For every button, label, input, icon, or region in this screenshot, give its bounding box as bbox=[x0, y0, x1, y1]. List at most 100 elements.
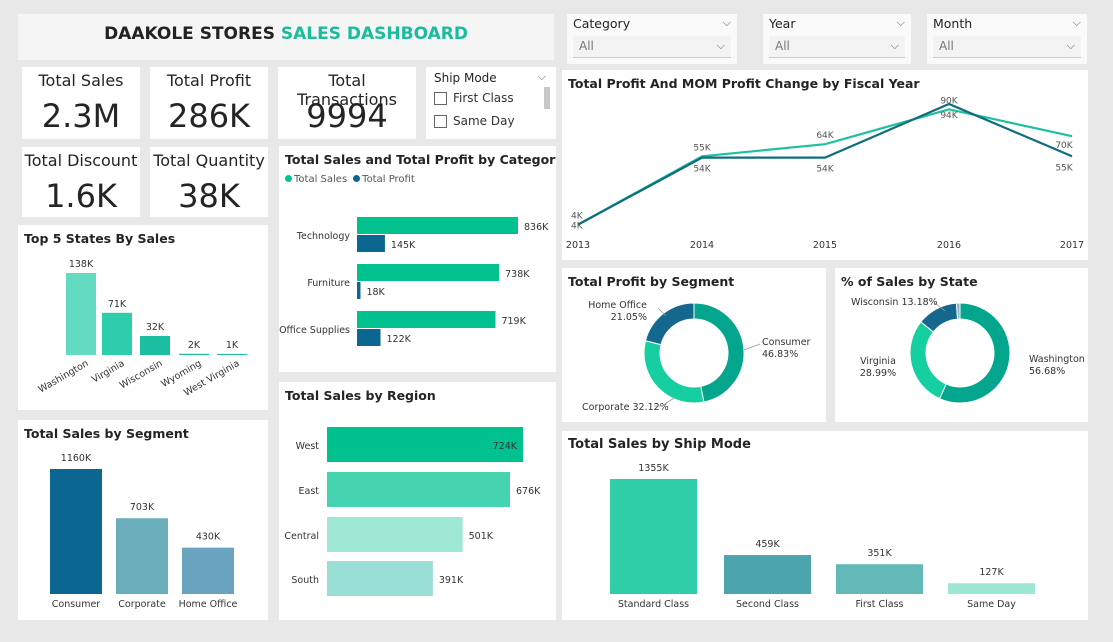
chevron-down-icon[interactable]: ⌵ bbox=[1072, 16, 1081, 29]
slice bbox=[938, 302, 1011, 404]
mom-chart: 4K 55K 64K 90K 70K 4K 54K 54K 94K 55K 2013 2014 2015… bbox=[566, 96, 1084, 251]
filter-category-dropdown[interactable]: All ⌵ bbox=[573, 36, 731, 58]
data-label: 138K bbox=[69, 259, 94, 270]
ship-mode-option-first-class[interactable]: First Class bbox=[434, 91, 514, 105]
kpi-total-quantity: Total Quantity 38K bbox=[150, 147, 268, 217]
chevron-down-icon[interactable]: ⌵ bbox=[896, 16, 905, 29]
ship-mode-slicer[interactable]: Ship Mode ⌵ First Class Same Day bbox=[426, 67, 556, 139]
chevron-down-icon: ⌵ bbox=[716, 39, 725, 52]
tick-label: Corporate bbox=[118, 599, 166, 610]
category-card: Total Sales and Total Profit by Category… bbox=[279, 146, 556, 372]
chevron-down-icon: ⌵ bbox=[890, 39, 899, 52]
kpi-value: 286K bbox=[167, 97, 251, 135]
bar bbox=[357, 329, 381, 346]
bar bbox=[357, 264, 500, 281]
bar bbox=[327, 427, 523, 462]
data-label: Home Office 21.05% bbox=[588, 300, 647, 323]
bar bbox=[357, 282, 361, 299]
slicer-scrollbar[interactable] bbox=[544, 87, 550, 109]
data-label: 122K bbox=[386, 334, 411, 345]
kpi-label: Total Discount bbox=[24, 151, 138, 170]
filter-year-dropdown[interactable]: All ⌵ bbox=[769, 36, 905, 58]
legend-label: Total Sales bbox=[294, 174, 348, 185]
title-card: DAAKOLE STORES SALES DASHBOARD bbox=[18, 14, 554, 60]
chevron-down-icon[interactable]: ⌵ bbox=[537, 70, 546, 83]
tick-label: Furniture bbox=[307, 278, 350, 289]
data-label: 32K bbox=[146, 322, 165, 333]
data-label: 55K bbox=[1055, 163, 1073, 173]
tick-label: 2014 bbox=[690, 240, 714, 251]
checkbox[interactable] bbox=[434, 91, 447, 105]
bar bbox=[66, 273, 96, 355]
data-label: 90K bbox=[940, 96, 958, 106]
chart-title: Total Profit by Segment bbox=[568, 274, 735, 289]
filter-month[interactable]: Month ⌵ All ⌵ bbox=[927, 14, 1087, 64]
filter-category[interactable]: Category ⌵ All ⌵ bbox=[567, 14, 737, 64]
region-card: Total Sales by Region West 724K East 676K Ce… bbox=[279, 382, 556, 620]
title-rest: SALES DASHBOARD bbox=[280, 24, 468, 44]
tick-label: Central bbox=[284, 531, 319, 542]
data-label: 127K bbox=[979, 567, 1004, 578]
filter-year-value: All bbox=[775, 39, 790, 53]
data-label: Corporate 32.12% bbox=[582, 402, 669, 413]
kpi-label: Total Quantity bbox=[153, 151, 265, 170]
bar bbox=[327, 517, 463, 552]
slice bbox=[644, 302, 695, 346]
bar bbox=[836, 564, 923, 594]
slice bbox=[643, 340, 705, 404]
bar bbox=[50, 469, 102, 594]
bar bbox=[357, 217, 518, 234]
legend-swatch bbox=[285, 175, 292, 182]
bar bbox=[948, 583, 1035, 594]
data-label: 1K bbox=[226, 340, 239, 351]
category-chart: Technology 836K 145K Furniture 738K 18K Office… bbox=[279, 217, 549, 346]
tick-label: Standard Class bbox=[618, 599, 689, 610]
tick-label: Wisconsin bbox=[118, 358, 165, 391]
legend-item: Total Profit bbox=[353, 174, 415, 185]
data-label: 459K bbox=[755, 539, 780, 550]
chart-title: Top 5 States By Sales bbox=[24, 231, 176, 246]
data-label: Virginia 28.99% bbox=[860, 356, 896, 379]
data-label: 71K bbox=[108, 299, 127, 310]
data-label: Consumer 46.83% bbox=[762, 337, 811, 360]
option-label: Same Day bbox=[453, 114, 515, 128]
data-label: 55K bbox=[693, 143, 711, 153]
ship-mode-slicer-label: Ship Mode bbox=[434, 71, 497, 85]
bar bbox=[140, 335, 170, 355]
kpi-value: 2.3M bbox=[41, 97, 121, 135]
bar bbox=[724, 555, 811, 594]
series-line bbox=[577, 102, 1073, 226]
data-label: 836K bbox=[524, 222, 549, 233]
kpi-total-transactions: Total Transactions 9994 bbox=[278, 67, 416, 139]
slice bbox=[955, 302, 961, 320]
chart-title: Total Sales and Total Profit by Category bbox=[285, 152, 556, 167]
data-label: 676K bbox=[516, 486, 541, 497]
kpi-value: 9994 bbox=[306, 97, 388, 135]
kpi-total-profit: Total Profit 286K bbox=[150, 67, 268, 139]
chevron-down-icon[interactable]: ⌵ bbox=[722, 16, 731, 29]
profit-segment-card: Total Profit by Segment Consumer 46.83% Co… bbox=[562, 268, 826, 422]
top5-states-card: Top 5 States By Sales 138K Washington 71K V… bbox=[18, 225, 268, 410]
data-label: 18K bbox=[366, 287, 385, 298]
tick-label: 2013 bbox=[566, 240, 590, 251]
ship-mode-option-same-day[interactable]: Same Day bbox=[434, 114, 515, 128]
filter-category-value: All bbox=[579, 39, 594, 53]
tick-label: South bbox=[291, 575, 319, 586]
tick-label: Consumer bbox=[52, 599, 101, 610]
checkbox[interactable] bbox=[434, 114, 447, 128]
tick-label: 2015 bbox=[813, 240, 837, 251]
chevron-down-icon: ⌵ bbox=[1066, 39, 1075, 52]
chart-title: Total Profit And MOM Profit Change by Fi… bbox=[568, 76, 920, 91]
chart-title: Total Sales by Region bbox=[285, 388, 436, 403]
tick-label: Technology bbox=[296, 231, 351, 242]
top5-states-chart: 138KWashington71KVirginia32KWisconsin2KW… bbox=[37, 259, 247, 399]
bar bbox=[182, 547, 234, 594]
chart-title: % of Sales by State bbox=[841, 274, 978, 289]
filter-month-dropdown[interactable]: All ⌵ bbox=[933, 36, 1081, 58]
data-label: 501K bbox=[469, 531, 494, 542]
shipmode-card: Total Sales by Ship Mode 1355K Standard C… bbox=[562, 431, 1088, 620]
filter-year[interactable]: Year ⌵ All ⌵ bbox=[763, 14, 911, 64]
bar bbox=[179, 353, 209, 355]
kpi-label: Total Sales bbox=[38, 71, 124, 90]
tick-label: 2017 bbox=[1060, 240, 1084, 251]
